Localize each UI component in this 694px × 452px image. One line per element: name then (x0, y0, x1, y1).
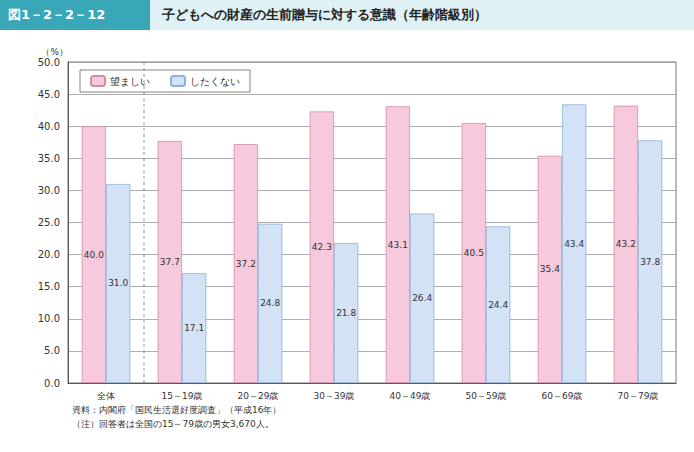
svg-text:70～79歳: 70～79歳 (618, 391, 659, 401)
svg-text:5.0: 5.0 (44, 345, 60, 356)
svg-text:17.1: 17.1 (184, 323, 204, 333)
svg-text:（注）回答者は全国の15～79歳の男女3,670人。: （注）回答者は全国の15～79歳の男女3,670人。 (72, 419, 274, 429)
svg-text:31.0: 31.0 (108, 278, 128, 288)
svg-text:37.2: 37.2 (236, 259, 256, 269)
svg-text:24.8: 24.8 (260, 298, 280, 308)
svg-text:子どもへの財産の生前贈与に対する意識（年齢階級別）: 子どもへの財産の生前贈与に対する意識（年齢階級別） (161, 7, 487, 22)
svg-text:26.4: 26.4 (412, 293, 432, 303)
svg-text:21.8: 21.8 (336, 308, 356, 318)
svg-text:図1－2－2－12: 図1－2－2－12 (8, 7, 105, 22)
svg-text:0.0: 0.0 (44, 378, 60, 389)
svg-text:20～29歳: 20～29歳 (238, 391, 279, 401)
svg-text:37.8: 37.8 (640, 257, 660, 267)
svg-text:30～39歳: 30～39歳 (314, 391, 355, 401)
svg-text:60～69歳: 60～69歳 (542, 391, 583, 401)
svg-text:40.5: 40.5 (464, 248, 484, 258)
svg-text:37.7: 37.7 (160, 257, 180, 267)
svg-text:資料：内閣府「国民生活選好度調査」（平成16年）: 資料：内閣府「国民生活選好度調査」（平成16年） (72, 405, 281, 415)
svg-text:25.0: 25.0 (38, 217, 60, 228)
svg-text:（%）: （%） (41, 47, 68, 57)
svg-text:15.0: 15.0 (38, 281, 60, 292)
svg-text:50～59歳: 50～59歳 (466, 391, 507, 401)
svg-text:20.0: 20.0 (38, 249, 60, 260)
svg-text:35.4: 35.4 (540, 264, 560, 274)
svg-text:したくない: したくない (190, 76, 240, 87)
svg-text:50.0: 50.0 (38, 57, 60, 68)
svg-text:40～49歳: 40～49歳 (390, 391, 431, 401)
svg-text:43.4: 43.4 (564, 239, 584, 249)
svg-text:全体: 全体 (97, 391, 115, 401)
svg-text:42.3: 42.3 (312, 242, 332, 252)
svg-text:40.0: 40.0 (84, 250, 104, 260)
svg-text:10.0: 10.0 (38, 313, 60, 324)
svg-text:望ましい: 望ましい (110, 75, 150, 87)
svg-text:43.2: 43.2 (616, 239, 636, 249)
svg-text:40.0: 40.0 (38, 121, 60, 132)
svg-text:24.4: 24.4 (488, 300, 508, 310)
svg-text:43.1: 43.1 (388, 240, 408, 250)
svg-text:45.0: 45.0 (38, 89, 60, 100)
svg-text:30.0: 30.0 (38, 185, 60, 196)
svg-text:15～19歳: 15～19歳 (162, 391, 203, 401)
svg-text:35.0: 35.0 (38, 153, 60, 164)
